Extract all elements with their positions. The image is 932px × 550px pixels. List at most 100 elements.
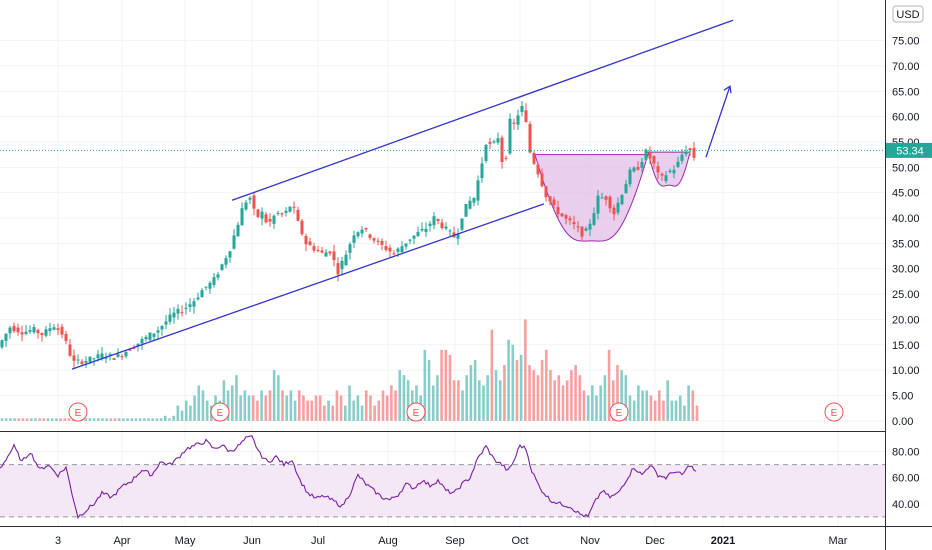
candle-body — [568, 218, 572, 221]
volume-bar — [637, 385, 640, 421]
candle-body — [56, 328, 60, 331]
price-tick-label: 20.00 — [892, 314, 920, 326]
candle-body — [580, 226, 584, 237]
candle-body — [300, 220, 304, 235]
volume-bar — [318, 395, 322, 421]
candle-body — [592, 213, 596, 225]
time-tick-label: May — [175, 535, 196, 547]
candle-body — [484, 144, 488, 162]
candle-body — [288, 206, 292, 212]
candle-body — [524, 110, 528, 122]
rsi-line — [0, 435, 697, 520]
candle-body — [560, 213, 564, 217]
volume-bar — [549, 370, 552, 421]
earnings-marker[interactable]: E — [406, 402, 426, 422]
volume-bar — [226, 390, 230, 421]
earnings-marker-circle — [609, 402, 629, 422]
candle-body — [440, 222, 444, 229]
volume-bar — [662, 400, 665, 421]
rsi-band — [0, 464, 885, 517]
candle-body — [44, 329, 48, 336]
candle-body — [444, 226, 448, 229]
volume-bars — [0, 319, 699, 421]
volume-bar — [511, 344, 515, 421]
volume-bar — [356, 395, 360, 421]
volume-bar — [373, 405, 376, 421]
earnings-marker[interactable]: E — [824, 402, 844, 422]
volume-bar — [473, 360, 477, 421]
candle-body — [308, 241, 312, 246]
candle-body — [224, 258, 228, 265]
candle-body — [364, 228, 368, 230]
volume-bar — [281, 390, 284, 421]
volume-bar — [205, 400, 209, 421]
candle-body — [408, 239, 412, 241]
volume-bar — [172, 415, 175, 421]
candle-body — [184, 307, 188, 309]
volume-bar — [293, 400, 297, 421]
candle-body — [40, 333, 44, 336]
candle-body — [232, 235, 236, 249]
volume-bar — [649, 395, 653, 421]
price-tick-label: 45.00 — [892, 188, 920, 200]
volume-bar — [540, 360, 544, 421]
candle-body — [124, 352, 128, 357]
candle-body — [292, 206, 296, 208]
earnings-marker-circle — [210, 402, 230, 422]
candle-body — [536, 164, 540, 175]
volume-bar — [616, 365, 619, 421]
volume-bar — [17, 418, 21, 421]
volume-bar — [0, 418, 4, 421]
volume-bar — [88, 418, 92, 421]
candle-body — [472, 197, 476, 203]
earnings-marker-label: E — [616, 408, 623, 419]
candle-body — [176, 308, 180, 314]
volume-bar — [163, 415, 167, 421]
candle-body — [676, 161, 680, 167]
volume-bar — [197, 385, 201, 421]
volume-bar — [574, 365, 577, 421]
volume-bar — [122, 418, 125, 421]
volume-bar — [109, 418, 113, 421]
price-tick-label: 50.00 — [892, 162, 920, 174]
rsi-tick-label: 80.00 — [892, 447, 920, 459]
volume-bar — [230, 385, 234, 421]
volume-bar — [431, 385, 435, 421]
candle-body — [312, 246, 316, 251]
volume-bar — [193, 395, 196, 421]
volume-bar — [264, 395, 268, 421]
candle-body — [188, 304, 192, 308]
trend-lines — [0, 19, 885, 370]
candle-body — [428, 223, 432, 226]
earnings-marker[interactable]: E — [68, 402, 88, 422]
last-price-label: 53.34 — [896, 145, 924, 157]
volume-bar — [180, 410, 184, 421]
candle-body — [272, 215, 276, 224]
candle-body — [64, 334, 68, 341]
earnings-marker[interactable]: E — [210, 402, 230, 422]
earnings-marker[interactable]: E — [609, 402, 629, 422]
volume-bar — [272, 370, 276, 421]
candle-body — [476, 180, 480, 201]
volume-bar — [691, 390, 695, 421]
volume-bar — [683, 405, 686, 421]
volume-bar — [515, 360, 519, 421]
price-tick-label: 25.00 — [892, 289, 920, 301]
candle-body — [596, 195, 600, 214]
candle-body — [516, 115, 520, 125]
candle-body — [220, 264, 224, 270]
candle-body — [648, 152, 652, 159]
candle-body — [680, 154, 684, 161]
volume-bar — [239, 395, 242, 421]
volume-bar — [184, 400, 188, 421]
volume-bar — [461, 390, 464, 421]
volume-bar — [314, 395, 318, 421]
volume-bar — [561, 385, 565, 421]
candle-body — [672, 169, 676, 174]
currency-badge[interactable]: USD — [892, 5, 924, 23]
volume-bar — [55, 418, 58, 421]
time-tick-label: 3 — [55, 535, 61, 547]
volume-bar — [13, 418, 16, 421]
